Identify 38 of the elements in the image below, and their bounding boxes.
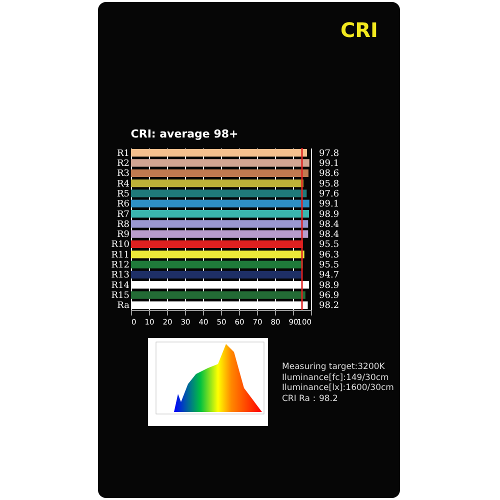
data-label: 95.5 [319,240,340,250]
data-label: 98.4 [319,230,340,240]
text: Iluminance[lx]:1600/30cm [282,383,394,394]
text: CRI [340,18,378,42]
y-tick-label: R6 [116,200,130,210]
chart-subtitle: CRI: average 98+ [130,127,238,140]
data-label: 97.6 [319,189,340,200]
data-label: 99.1 [319,200,340,210]
data-label: 97.8 [319,148,340,159]
data-label: 96.9 [319,291,340,302]
data-label: 95.8 [319,179,340,190]
y-tick-label: R5 [116,189,130,200]
data-label: 99.1 [319,158,340,169]
y-tick-label: R10 [111,240,130,250]
data-label: 98.4 [319,220,340,230]
y-tick-label: R8 [116,220,130,230]
text: CRI Ra：98.2 [282,394,339,404]
data-label: 98.9 [319,280,340,291]
data-label: 98.9 [319,210,340,220]
text: Iluminance[fc]:149/30cm [282,372,390,383]
data-label: 98.6 [319,169,340,180]
text: Measuring target:3200K [282,362,386,372]
y-tick-label: R3 [116,169,130,180]
y-tick-label: R1 [116,148,130,159]
y-tick-label: R14 [111,280,130,291]
y-tick-label: R11 [111,250,130,260]
y-tick-label: Ra [117,301,130,312]
data-label: 95.5 [319,260,340,271]
y-tick-label: R15 [111,291,130,302]
y-tick-label: R7 [116,210,130,220]
y-tick-label: R4 [116,179,130,190]
data-label: 94.7 [319,270,340,281]
data-label: 98.2 [319,301,340,312]
y-tick-label: R2 [116,158,130,169]
y-tick-label: R13 [111,270,130,281]
y-tick-label: R12 [111,260,130,271]
y-tick-label: R9 [116,230,130,240]
data-label: 96.3 [319,250,340,260]
